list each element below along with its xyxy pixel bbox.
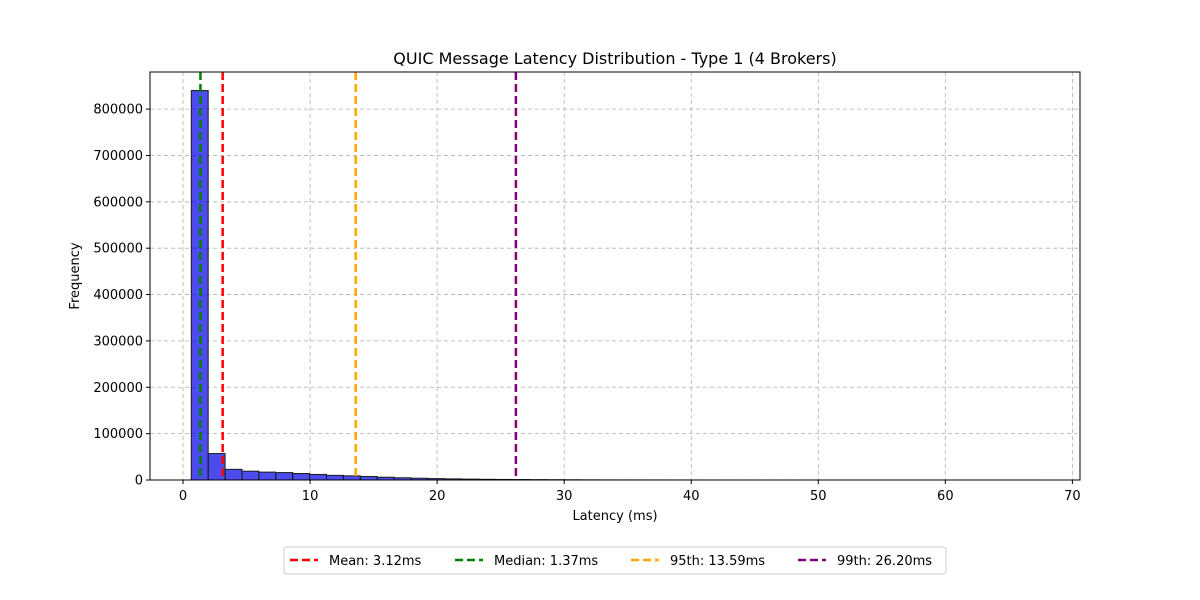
histogram-bar [275, 472, 294, 481]
grid [150, 72, 1080, 481]
x-tick-label: 60 [937, 489, 954, 504]
y-tick-label: 800000 [93, 103, 143, 118]
legend-label: Median: 1.37ms [494, 554, 598, 569]
histogram-bar [258, 471, 277, 481]
y-axis-ticks: 0 100000 200000 300000 400000 500000 600000 700… [93, 103, 150, 489]
histogram-bar [309, 473, 327, 481]
histogram-bar [325, 474, 344, 481]
y-tick-label: 100000 [93, 427, 143, 442]
reference-lines [199, 72, 518, 480]
histogram-bar [342, 475, 361, 481]
histogram-bar [292, 473, 311, 481]
y-tick-label: 500000 [93, 242, 143, 257]
x-tick-label: 0 [179, 489, 187, 504]
legend-label: Mean: 3.12ms [329, 554, 422, 569]
histogram-bars [190, 90, 1037, 481]
histogram-bar [359, 476, 378, 481]
x-tick-label: 20 [429, 489, 446, 504]
legend-box [283, 546, 947, 575]
y-tick-label: 400000 [93, 288, 143, 303]
y-tick-label: 600000 [93, 195, 143, 210]
y-tick-label: 700000 [93, 149, 143, 164]
x-tick-label: 50 [810, 489, 827, 504]
plot-frame [149, 71, 1081, 481]
legend: Mean: 3.12ms Median: 1.37ms 95th: 13.59ms 9… [283, 546, 947, 575]
y-axis-label: Frequency [68, 242, 83, 309]
x-axis-label: Latency (ms) [572, 509, 657, 524]
histogram-bar [241, 470, 260, 481]
x-tick-label: 10 [302, 489, 319, 504]
histogram-bar [224, 468, 243, 481]
x-tick-label: 70 [1064, 489, 1081, 504]
x-axis-ticks: 0 10 20 30 40 50 60 70 [179, 480, 1081, 504]
y-tick-label: 0 [135, 474, 143, 489]
legend-label: 95th: 13.59ms [670, 554, 765, 569]
y-tick-label: 200000 [93, 381, 143, 396]
x-tick-label: 40 [683, 489, 700, 504]
x-tick-label: 30 [556, 489, 573, 504]
y-tick-label: 300000 [93, 334, 143, 349]
legend-label: 99th: 26.20ms [837, 554, 932, 569]
chart-title: QUIC Message Latency Distribution - Type… [393, 49, 836, 68]
